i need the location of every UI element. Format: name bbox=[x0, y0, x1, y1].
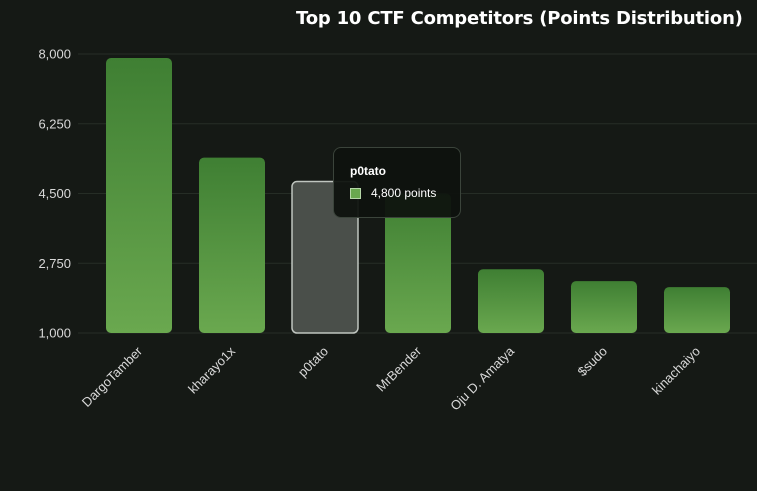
bar-mrbender[interactable] bbox=[385, 193, 451, 334]
x-tick-label: kinachaiyo bbox=[649, 344, 703, 398]
x-tick-label: kharayo1x bbox=[185, 343, 238, 396]
tooltip-value: 4,800 points bbox=[371, 186, 437, 200]
x-tick-label: MrBender bbox=[373, 343, 424, 394]
tooltip-name: p0tato bbox=[350, 164, 386, 178]
tooltip-swatch bbox=[350, 188, 361, 199]
bar-dargotamber[interactable] bbox=[106, 57, 172, 333]
chart-title: Top 10 CTF Competitors (Points Distribut… bbox=[296, 8, 743, 29]
bar-kinachaiyo[interactable] bbox=[664, 287, 730, 333]
bar--sudo[interactable] bbox=[571, 281, 637, 333]
x-tick-label: p0tato bbox=[295, 344, 331, 380]
y-tick-label: 6,250 bbox=[38, 116, 71, 131]
y-tick-label: 8,000 bbox=[38, 47, 71, 62]
y-tick-label: 4,500 bbox=[38, 186, 71, 201]
bar-kharayo1x[interactable] bbox=[199, 157, 265, 333]
y-tick-label: 1,000 bbox=[38, 326, 71, 341]
x-tick-label: Oju D. Amatya bbox=[447, 343, 517, 413]
bar-oju-d-amatya[interactable] bbox=[478, 269, 544, 333]
x-tick-label: DargoTamber bbox=[79, 343, 146, 410]
bar-tooltip: p0tato 4,800 points bbox=[333, 147, 461, 218]
bar-p0tato[interactable] bbox=[291, 180, 359, 334]
x-tick-label: $sudo bbox=[574, 344, 610, 380]
y-tick-label: 2,750 bbox=[38, 256, 71, 271]
